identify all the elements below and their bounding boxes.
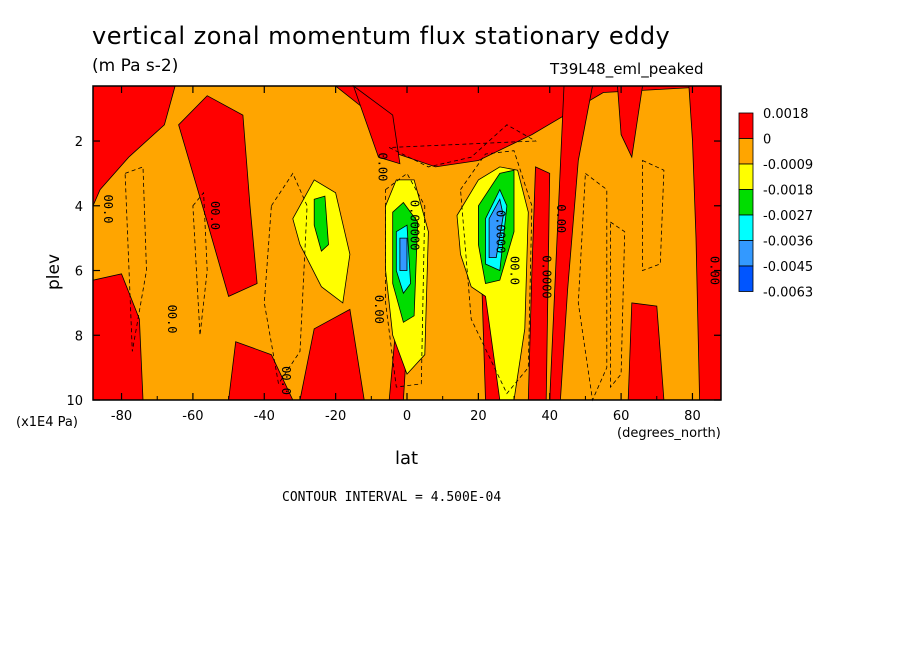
- colorbar-label-5: -0.0036: [763, 235, 813, 250]
- x-tick-label-7: 60: [613, 409, 630, 424]
- contour-line-dashed-4: [460, 150, 533, 395]
- contour-label-0: 00.0: [101, 195, 115, 224]
- contour-line-layer: [124, 124, 665, 402]
- contour-line-dashed-0: [124, 166, 147, 352]
- contour-fill-red-3: [352, 84, 401, 165]
- x-tick-label-6: 40: [541, 409, 558, 424]
- colorbar-swatch-0: [738, 112, 754, 139]
- contour-line-dashed-6: [610, 221, 626, 389]
- contour-fill-red-2: [178, 95, 258, 297]
- contour-fill-green-0: [313, 195, 329, 252]
- y-tick-label-1: 4: [75, 200, 83, 215]
- contour-line-dashed-3: [385, 172, 426, 388]
- y-axis-ticks: 2 4 6 8 10: [66, 135, 721, 409]
- x-tick-label-5: 20: [470, 409, 487, 424]
- contour-fill-blue-1: [488, 198, 504, 258]
- colorbar: 0.0018 0 -0.0009 -0.0018 -0.0027 -0.0036 -0.00…: [738, 107, 813, 301]
- colorbar-swatch-6: [738, 265, 754, 292]
- y-tick-label-3: 8: [75, 329, 83, 344]
- y-axis-unit: (x1E4 Pa): [16, 415, 78, 430]
- x-tick-label-1: -60: [182, 409, 203, 424]
- colorbar-swatch-1: [738, 138, 754, 165]
- contour-label-layer: 00.0 00.000.000.00.000.000.00000 0.000000.…: [101, 152, 722, 395]
- contour-line-dashed-8: [389, 124, 537, 168]
- run-label: T39L48_eml_peaked: [550, 60, 704, 78]
- contour-label-8: 00.0: [508, 256, 522, 285]
- contour-line-dashed-5: [577, 172, 608, 402]
- y-tick-label-2: 6: [75, 265, 83, 280]
- contour-label-7: 0.0000: [493, 210, 507, 253]
- x-tick-label-2: -40: [254, 409, 275, 424]
- colorbar-label-2: -0.0009: [763, 158, 813, 173]
- chart-units: (m Pa s-2): [92, 56, 179, 76]
- colorbar-label-7: -0.0063: [763, 286, 813, 301]
- contour-label-6: 0.00000: [408, 200, 422, 251]
- contour-label-9: 0.0000: [540, 255, 554, 298]
- colorbar-label-4: -0.0027: [763, 209, 813, 224]
- colorbar-label-0: 0.0018: [763, 107, 809, 122]
- x-tick-label-3: -20: [325, 409, 346, 424]
- colorbar-label-1: 0: [763, 133, 771, 148]
- colorbar-swatch-2: [738, 163, 754, 190]
- colorbar-swatch-3: [738, 189, 754, 216]
- y-tick-label-0: 2: [75, 135, 83, 150]
- x-axis-unit: (degrees_north): [617, 426, 721, 441]
- contour-label-10: 0.00: [554, 204, 568, 233]
- colorbar-swatch-4: [738, 214, 754, 241]
- contour-label-5: 0.00: [372, 295, 386, 324]
- colorbar-label-6: -0.0045: [763, 260, 813, 275]
- x-tick-label-8: 80: [684, 409, 701, 424]
- colorbar-swatch-5: [738, 240, 754, 267]
- x-tick-label-0: -80: [111, 409, 132, 424]
- contour-fill-blue-0: [399, 237, 408, 271]
- contour-line-dashed-7: [642, 159, 665, 272]
- contour-label-4: 0.00: [376, 152, 390, 181]
- x-axis-ticks: -80 -60 -40 -20 0 20 40 60 80: [111, 86, 701, 424]
- contour-label-1: 00.0: [208, 201, 222, 230]
- x-tick-label-4: 0: [403, 409, 411, 424]
- contour-label-2: 00.0: [165, 305, 179, 334]
- chart-title: vertical zonal momentum flux stationary …: [92, 22, 671, 50]
- contour-line-dashed-1: [192, 191, 208, 336]
- contour-label-3: 00.0: [279, 366, 293, 395]
- colorbar-label-3: -0.0018: [763, 184, 813, 199]
- x-axis-label: lat: [395, 448, 419, 469]
- y-tick-label-4: 10: [66, 394, 83, 409]
- contour-line-dashed-2: [263, 172, 308, 385]
- contour-interval-label: CONTOUR INTERVAL = 4.500E-04: [282, 490, 502, 505]
- contour-fill-layer: [92, 84, 722, 401]
